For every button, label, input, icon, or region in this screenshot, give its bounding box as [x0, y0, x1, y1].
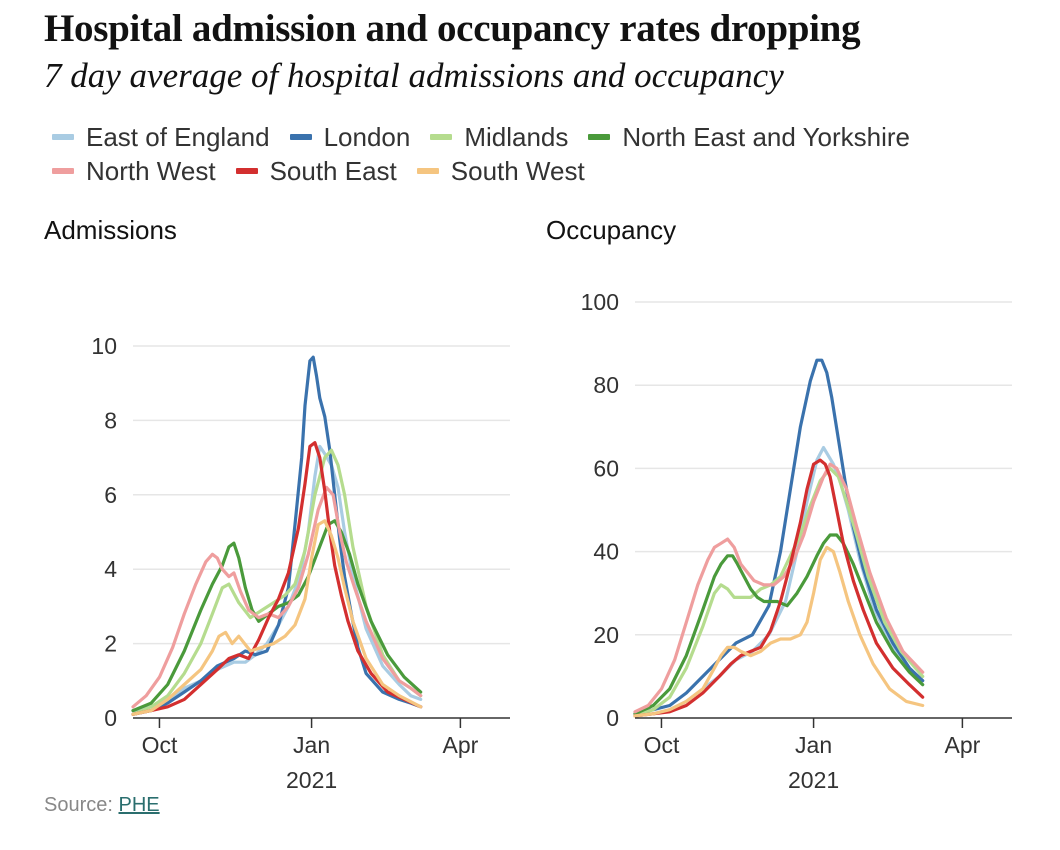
y-tick-label: 40 [593, 539, 619, 565]
series-line-south-west [131, 519, 423, 716]
x-tick-label: Apr [442, 732, 478, 758]
chart-subtitle: 7 day average of hospital admissions and… [44, 56, 784, 95]
legend-label: South East [269, 155, 397, 186]
legend-swatch [289, 134, 312, 140]
legend-item-midlands: Midlands [430, 122, 568, 153]
legend-label: South West [450, 155, 585, 186]
series-line-south-east [131, 441, 423, 716]
legend-label: London [323, 121, 411, 152]
x-tick-label: Jan [293, 732, 330, 758]
series-line-north-east-and-yorkshire [633, 533, 925, 716]
y-tick-label: 60 [593, 455, 619, 481]
legend-item-south-west: South West [416, 155, 585, 187]
legend-row-2: North West South East South West [52, 154, 1012, 188]
legend-swatch [430, 134, 453, 140]
occupancy-panel-title: Occupancy [546, 215, 677, 245]
occupancy-chart: 0 20 40 60 80 100 Oct Jan Apr 2021 [581, 289, 1012, 793]
x-tick-label: Apr [944, 732, 980, 758]
series-line-south-east [633, 458, 925, 718]
legend-swatch [235, 168, 258, 174]
legend-item-north-east-and-yorkshire: North East and Yorkshire [588, 122, 910, 153]
y-tick-label: 0 [606, 705, 619, 731]
y-tick-label: 80 [593, 372, 619, 398]
legend-swatch [416, 168, 439, 174]
legend-label: East of England [86, 121, 270, 152]
x-tick-label: Oct [644, 732, 680, 758]
y-tick-label: 20 [593, 622, 619, 648]
source-link[interactable]: PHE [118, 794, 160, 816]
legend-swatch [588, 134, 611, 140]
legend-row-1: East of England London Midlands North Ea… [52, 120, 1012, 154]
y-tick-label: 10 [91, 333, 117, 359]
y-tick-label: 0 [104, 705, 117, 731]
legend: East of England London Midlands North Ea… [52, 120, 1012, 188]
series-line-midlands [633, 466, 925, 718]
x-axis-label: 2021 [788, 767, 839, 793]
legend-label: North West [86, 155, 216, 186]
series-line-south-west [633, 545, 925, 718]
legend-swatch [52, 134, 74, 140]
series-line-london [633, 358, 925, 716]
y-tick-label: 2 [104, 631, 117, 657]
legend-item-london: London [289, 121, 411, 153]
series-line-london [131, 355, 423, 716]
legend-label: Midlands [464, 121, 569, 152]
legend-item-north-west: North West [52, 156, 216, 187]
series-line-north-west [633, 462, 925, 714]
x-axis-label: 2021 [286, 767, 337, 793]
admissions-chart: 0 2 4 6 8 10 Oct Jan Apr 2021 [91, 333, 510, 793]
x-tick-label: Jan [795, 732, 832, 758]
x-tick-label: Oct [142, 732, 178, 758]
y-tick-label: 4 [104, 556, 117, 582]
y-tick-label: 100 [581, 289, 619, 315]
y-tick-label: 6 [104, 482, 117, 508]
legend-swatch [52, 168, 74, 174]
legend-label: North East and Yorkshire [622, 121, 911, 152]
chart-title: Hospital admission and occupancy rates d… [44, 7, 861, 50]
legend-item-east-of-england: East of England [52, 122, 270, 153]
legend-item-south-east: South East [235, 155, 397, 187]
series-line-north-west [131, 485, 423, 709]
source-label: Source: [44, 794, 113, 816]
y-tick-label: 8 [104, 407, 117, 433]
source-note: Source: PHE [44, 794, 160, 817]
admissions-panel-title: Admissions [44, 215, 177, 245]
